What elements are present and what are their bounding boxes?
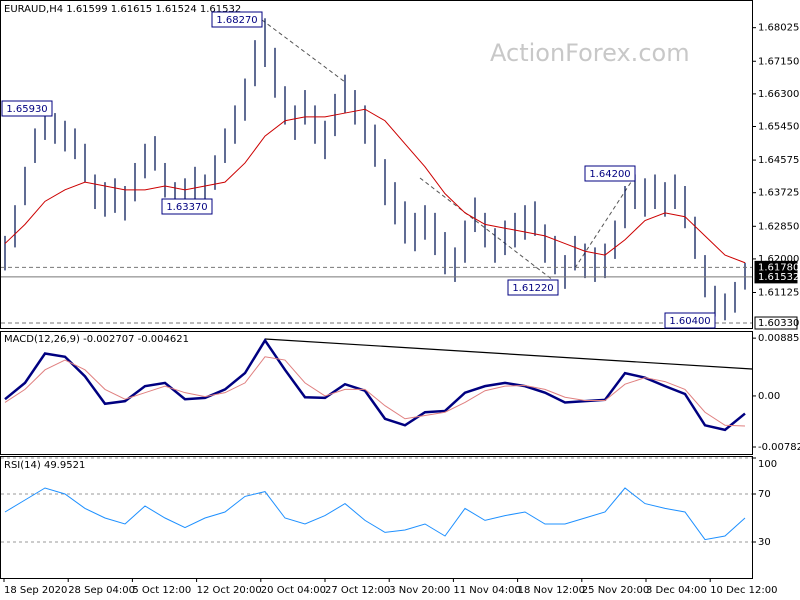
line (4, 356, 746, 427)
annotation: 1.68270 (216, 15, 257, 26)
rsi-panel (0, 456, 753, 579)
x-tick-label: 28 Sep 04:00 (68, 585, 135, 596)
annotation-box (1, 100, 53, 117)
x-tick-label: 5 Oct 12:00 (132, 585, 191, 596)
level-label: 1.60330 (758, 318, 799, 329)
y-tick-label: 1.62850 (758, 221, 799, 232)
y-tick-label: 100 (758, 459, 777, 470)
level-box (754, 316, 798, 330)
line (4, 338, 746, 432)
y-tick-label: 0.00 (758, 391, 780, 402)
watermark: ActionForex.com (490, 39, 690, 67)
x-tick-label: 3 Nov 20:00 (389, 585, 450, 596)
x-tick-label: 11 Nov 04:00 (453, 585, 520, 596)
annotation-box (507, 279, 559, 296)
y-tick-label: 1.61125 (758, 287, 799, 298)
annotation: 1.61220 (512, 283, 553, 294)
y-tick-label: 1.62000 (758, 254, 799, 265)
x-tick-label: 25 Nov 20:00 (582, 585, 649, 596)
y-tick-label: 0.008859 (758, 333, 800, 344)
y-tick-label: -0.007826 (758, 442, 800, 453)
rsi-title: RSI(14) 49.9521 (4, 460, 85, 471)
annotation: 1.65930 (6, 104, 47, 115)
annotation: 1.63370 (166, 202, 207, 213)
macd-title: MACD(12,26,9) -0.002707 -0.004621 (4, 334, 189, 345)
annotation-box (161, 198, 213, 215)
x-tick-label: 18 Sep 2020 (4, 585, 67, 596)
trend-line (261, 19, 346, 83)
price-title: EURAUD,H4 1.61599 1.61615 1.61524 1.6153… (4, 4, 241, 15)
level-box (754, 270, 798, 284)
line (4, 487, 746, 541)
x-tick-label: 3 Dec 04:00 (646, 585, 707, 596)
x-tick-label: 20 Oct 04:00 (261, 585, 326, 596)
y-tick-label: 1.68025 (758, 23, 799, 34)
macd-trend-line (264, 338, 753, 370)
annotation: 1.64200 (589, 169, 630, 180)
annotation: 1.60400 (669, 316, 710, 327)
y-tick-label: 1.64575 (758, 155, 799, 166)
level-label: 1.61532 (758, 272, 799, 283)
y-tick-label: 30 (758, 537, 771, 548)
y-tick-label: 70 (758, 489, 771, 500)
annotation-box (584, 165, 636, 182)
trend-line (419, 177, 559, 285)
x-tick-label: 18 Nov 12:00 (518, 585, 585, 596)
x-tick-label: 10 Dec 12:00 (710, 585, 777, 596)
annotation-box (211, 11, 263, 28)
line (4, 108, 746, 264)
x-tick-label: 12 Oct 20:00 (197, 585, 262, 596)
level-label: 1.61780 (758, 262, 799, 273)
y-tick-label: 1.66300 (758, 89, 799, 100)
x-tick-label: 27 Oct 12:00 (325, 585, 390, 596)
macd-panel (0, 331, 753, 455)
y-tick-label: 1.63725 (758, 188, 799, 199)
price-panel (0, 0, 753, 329)
y-tick-label: 1.67150 (758, 56, 799, 67)
y-tick-label: 1.65450 (758, 122, 799, 133)
annotation-box (664, 312, 716, 329)
